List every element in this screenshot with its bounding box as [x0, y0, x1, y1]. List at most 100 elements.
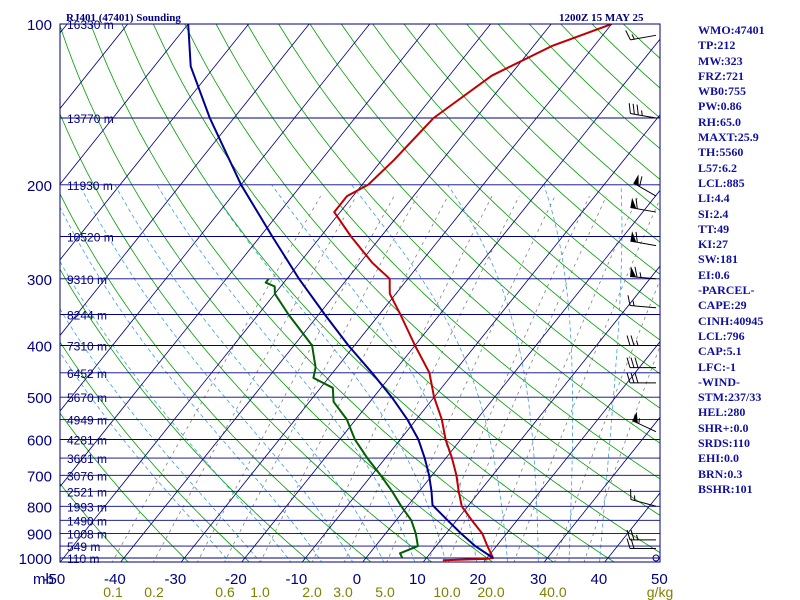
- temperature-tick-label: -30: [165, 571, 187, 588]
- stat-line: HEL:280: [698, 405, 746, 420]
- stat-line: TH:5560: [698, 145, 744, 160]
- barb-shaft: [633, 182, 657, 197]
- mixing-ratio-label: 1.0: [250, 584, 270, 600]
- temperature-tick-label: -20: [225, 571, 247, 588]
- dry-adiabat: [60, 268, 311, 562]
- moist-adiabat: [447, 184, 539, 562]
- stat-line: MW:323: [698, 53, 743, 68]
- wind-barb: [633, 174, 657, 197]
- dry-adiabat: [121, 24, 615, 562]
- stat-line: BSHR:101: [698, 481, 753, 496]
- wind-barb: [630, 231, 657, 247]
- barb-shaft: [630, 499, 657, 507]
- barb-full: [626, 357, 631, 368]
- barb-half: [641, 110, 643, 116]
- barb-full: [632, 103, 635, 115]
- wind-barb: [632, 411, 657, 433]
- temperature-profile: [333, 24, 613, 562]
- barb-full: [634, 372, 639, 384]
- moist-adiabat: [599, 184, 623, 562]
- temperature-tick-label: -40: [104, 571, 126, 588]
- dry-adiabat: [340, 24, 660, 341]
- mixing-ratio-label: 40.0: [539, 584, 566, 600]
- mixing-ratio-line: [259, 195, 449, 562]
- height-label: 13770 m: [67, 112, 114, 126]
- moist-adiabat: [114, 184, 385, 562]
- isotherm: [60, 24, 250, 261]
- wind-barb: [628, 103, 657, 119]
- stat-line: BRN:0.3: [698, 466, 743, 481]
- barb-full: [625, 30, 631, 41]
- barb-shaft: [630, 34, 657, 41]
- dry-adiabat: [278, 24, 660, 409]
- height-label: 1993 m: [67, 500, 107, 514]
- height-label: 110 m: [67, 552, 99, 566]
- barb-full: [635, 198, 638, 209]
- stat-line: KI:27: [698, 237, 728, 252]
- barb-half: [636, 534, 639, 541]
- isotherm: [60, 24, 310, 337]
- chart-title: RJ401 (47401) Sounding: [66, 12, 181, 24]
- barb-full: [626, 529, 631, 541]
- temperature-tick-label: 40: [591, 571, 608, 588]
- wind-barb: [626, 357, 656, 369]
- pressure-tick-label: 700: [27, 468, 52, 485]
- moist-adiabat: [79, 184, 354, 562]
- stat-line: MAXT:25.9: [698, 130, 759, 145]
- pressure-tick-label: 300: [27, 272, 52, 289]
- moist-adiabat: [156, 184, 416, 562]
- barb-full: [630, 529, 635, 541]
- barb-half: [638, 418, 641, 424]
- stat-line: LI:4.4: [698, 191, 730, 206]
- barb-full: [630, 335, 635, 346]
- height-label: 10520 m: [67, 231, 114, 245]
- barb-half: [636, 340, 639, 346]
- wind-barb: [630, 266, 657, 280]
- pressure-tick-label: 900: [27, 527, 52, 544]
- pressure-tick-label: 200: [27, 178, 52, 195]
- barb-pennant: [630, 266, 637, 278]
- pressure-tick-label: 100: [27, 17, 52, 34]
- isotherm: [120, 24, 552, 562]
- wind-barb: [630, 197, 657, 213]
- mixing-ratio-label: 20.0: [477, 584, 504, 600]
- pressure-tick-label: 1000: [19, 551, 52, 568]
- isotherm: [60, 24, 431, 488]
- temperature-tick-label: 10: [409, 571, 426, 588]
- stat-line: SI:2.4: [698, 206, 729, 221]
- mixing-ratio-line: [447, 195, 607, 562]
- height-label: 3661 m: [67, 452, 107, 466]
- temperature-tick-label: -50: [44, 571, 66, 588]
- wind-barb: [627, 295, 657, 309]
- height-label: 16330 m: [67, 18, 114, 32]
- isotherm: [180, 24, 613, 562]
- height-label: 549 m: [67, 540, 100, 554]
- mixing-ratio-line: [224, 195, 418, 562]
- stat-line: CAPE:29: [698, 298, 747, 313]
- moist-adiabat: [351, 184, 508, 562]
- barb-full: [639, 176, 643, 187]
- barb-full: [626, 538, 631, 549]
- dry-adiabat: [372, 24, 660, 308]
- isotherm: [543, 416, 660, 562]
- temperature-tick-label: 0: [353, 571, 361, 588]
- stat-line: LCL:796: [698, 328, 745, 343]
- mixing-ratio-label: g/kg: [647, 584, 673, 600]
- dry-adiabat: [60, 412, 190, 562]
- stat-line: STM:237/33: [698, 390, 762, 405]
- mixing-ratio-line: [343, 195, 520, 562]
- moist-adiabat: [543, 184, 574, 562]
- stat-line: FRZ:721: [698, 68, 744, 83]
- temperature-tick-label: 20: [470, 571, 487, 588]
- stat-line: WB0:755: [698, 84, 746, 99]
- barb-full: [630, 357, 635, 368]
- pressure-tick-label: 500: [27, 390, 52, 407]
- barb-full: [630, 372, 635, 384]
- barb-shaft: [630, 113, 657, 119]
- mixing-ratio-line: [386, 195, 556, 562]
- mixing-ratio-label: 10.0: [433, 584, 460, 600]
- height-label: 9310 m: [67, 273, 107, 287]
- height-label: 4281 m: [67, 434, 107, 448]
- barb-pennant: [630, 231, 637, 243]
